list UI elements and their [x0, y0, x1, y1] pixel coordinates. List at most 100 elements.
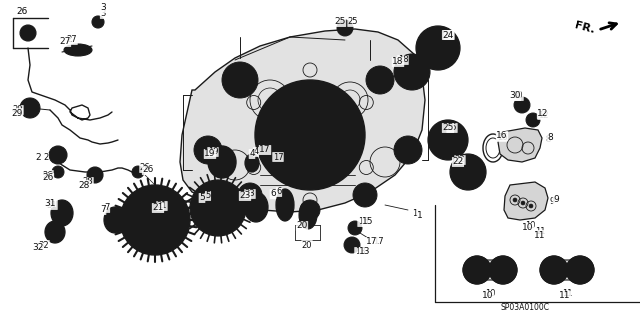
Ellipse shape [208, 146, 236, 178]
Ellipse shape [279, 193, 291, 217]
Circle shape [344, 237, 360, 253]
Circle shape [95, 19, 101, 25]
Circle shape [208, 198, 228, 218]
Circle shape [285, 110, 335, 160]
Circle shape [566, 256, 594, 284]
Ellipse shape [245, 154, 259, 172]
Text: 6: 6 [276, 188, 282, 197]
Circle shape [255, 80, 365, 190]
Text: 22: 22 [455, 155, 465, 165]
Text: 11: 11 [535, 227, 545, 236]
Text: 23: 23 [244, 189, 255, 198]
Text: 9: 9 [553, 196, 559, 204]
Circle shape [473, 266, 481, 274]
Circle shape [300, 200, 320, 220]
Text: 17: 17 [273, 152, 284, 161]
Ellipse shape [213, 151, 231, 173]
Text: 29: 29 [13, 106, 23, 115]
Circle shape [54, 151, 62, 159]
Ellipse shape [302, 205, 314, 225]
Ellipse shape [68, 46, 88, 54]
Circle shape [513, 198, 517, 202]
Circle shape [348, 241, 356, 249]
Text: 26: 26 [43, 170, 53, 180]
Ellipse shape [55, 204, 69, 222]
Ellipse shape [108, 211, 122, 229]
Text: 28: 28 [83, 177, 93, 187]
Text: 22: 22 [452, 158, 463, 167]
Circle shape [198, 188, 238, 228]
Text: 26: 26 [42, 174, 54, 182]
Text: 13: 13 [355, 248, 365, 256]
Text: 29: 29 [12, 108, 22, 117]
Text: 12: 12 [538, 110, 548, 120]
Ellipse shape [299, 201, 317, 229]
Circle shape [473, 266, 481, 274]
Text: 10: 10 [525, 221, 535, 231]
Circle shape [238, 183, 262, 207]
Circle shape [222, 62, 258, 98]
Circle shape [518, 101, 526, 109]
Circle shape [91, 171, 99, 179]
Circle shape [526, 113, 540, 127]
Text: 10: 10 [522, 224, 534, 233]
Circle shape [394, 136, 422, 164]
Circle shape [348, 221, 362, 235]
Text: 17: 17 [366, 238, 378, 247]
Circle shape [120, 185, 190, 255]
Circle shape [341, 24, 349, 32]
Text: 28: 28 [78, 181, 90, 189]
Text: 12: 12 [538, 109, 548, 118]
Text: 1: 1 [417, 211, 423, 219]
Text: 10: 10 [484, 288, 495, 298]
Text: 5: 5 [205, 191, 211, 201]
Text: 6: 6 [270, 189, 276, 198]
Text: 26: 26 [16, 6, 28, 16]
Text: 8: 8 [545, 136, 550, 145]
Circle shape [149, 214, 161, 226]
Ellipse shape [64, 44, 92, 56]
Circle shape [213, 203, 223, 213]
Text: 26: 26 [140, 164, 150, 173]
Circle shape [49, 146, 67, 164]
Circle shape [394, 54, 430, 90]
Text: 27: 27 [60, 38, 70, 47]
Text: 17: 17 [372, 238, 383, 247]
Text: 30: 30 [509, 92, 521, 100]
Circle shape [87, 167, 103, 183]
Circle shape [424, 34, 452, 62]
Text: 10: 10 [483, 292, 493, 300]
Ellipse shape [104, 207, 126, 233]
Circle shape [20, 25, 36, 41]
Circle shape [431, 41, 445, 55]
Circle shape [529, 204, 533, 208]
Text: 24: 24 [444, 31, 454, 40]
Circle shape [435, 127, 461, 153]
Circle shape [514, 97, 530, 113]
Circle shape [132, 166, 144, 178]
Polygon shape [498, 128, 542, 162]
Circle shape [457, 161, 479, 183]
Ellipse shape [111, 216, 118, 225]
Text: FR.: FR. [574, 20, 596, 35]
Circle shape [352, 225, 358, 231]
Circle shape [521, 201, 525, 205]
Text: 26: 26 [17, 8, 28, 17]
Text: 20: 20 [301, 241, 312, 249]
Text: 11: 11 [562, 288, 572, 298]
Circle shape [268, 93, 352, 177]
Circle shape [572, 262, 588, 278]
Circle shape [550, 266, 558, 274]
Ellipse shape [248, 158, 256, 168]
Text: 20: 20 [296, 221, 308, 231]
Text: 16: 16 [496, 131, 508, 140]
Ellipse shape [51, 200, 73, 226]
Ellipse shape [218, 157, 226, 167]
Circle shape [576, 266, 584, 274]
Ellipse shape [276, 189, 294, 221]
Text: 15: 15 [358, 218, 368, 226]
Circle shape [499, 266, 507, 274]
Text: 5: 5 [199, 194, 205, 203]
Circle shape [52, 166, 64, 178]
Ellipse shape [49, 225, 61, 240]
